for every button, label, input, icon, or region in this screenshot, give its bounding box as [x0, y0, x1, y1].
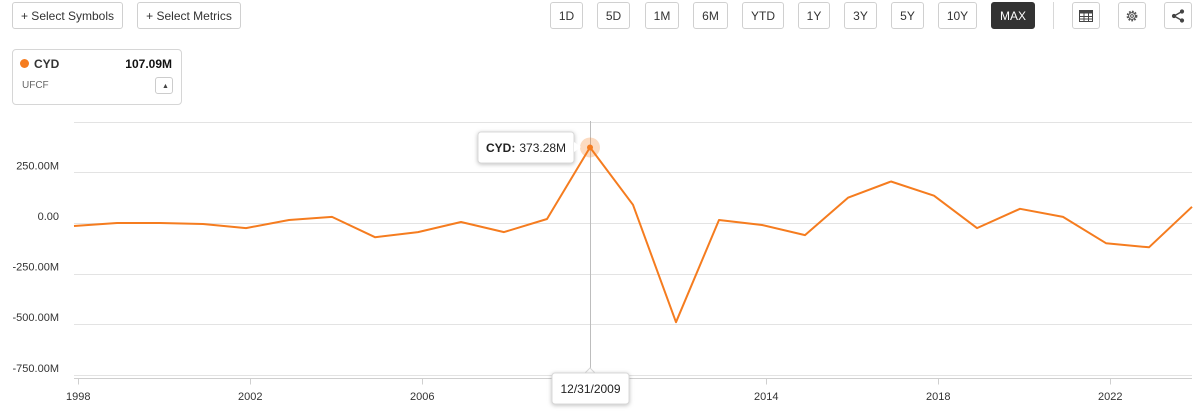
x-tick-label: 2022 [1098, 391, 1122, 403]
legend-card: CYD 107.09M UFCF ▲ [12, 49, 182, 105]
range-10y-button[interactable]: 10Y [938, 2, 977, 29]
y-axis: 250.00M 0.00 -250.00M -500.00M -750.00M [13, 160, 59, 374]
legend-collapse-button[interactable]: ▲ [155, 77, 173, 94]
range-ytd-button[interactable]: YTD [742, 2, 784, 29]
x-tick-label: 2006 [410, 391, 434, 403]
legend-metric: UFCF [22, 80, 49, 91]
range-1d-button[interactable]: 1D [550, 2, 583, 29]
table-icon [1079, 9, 1093, 22]
date-tooltip: 12/31/2009 [551, 367, 630, 405]
toolbar-divider [1053, 2, 1054, 29]
share-button[interactable] [1164, 2, 1192, 29]
range-5y-button[interactable]: 5Y [891, 2, 924, 29]
range-max-button[interactable]: MAX [991, 2, 1035, 29]
svg-text:CYD:373.28M: CYD: 373.28M [486, 141, 566, 155]
tooltip-label: CYD: [486, 141, 515, 155]
table-view-button[interactable] [1072, 2, 1100, 29]
range-3y-button[interactable]: 3Y [844, 2, 877, 29]
y-tick-label: -500.00M [13, 312, 59, 324]
gear-icon [1126, 10, 1138, 21]
x-tick-label: 2014 [754, 391, 778, 403]
legend-color-dot [20, 59, 29, 68]
y-tick-label: -250.00M [13, 262, 59, 274]
legend-symbol: CYD [34, 57, 60, 71]
x-axis: 1998 2002 2006 2014 2018 2022 [66, 378, 1192, 403]
caret-up-icon: ▲ [162, 83, 169, 90]
chart-grid [74, 122, 1192, 376]
legend-value: 107.09M [125, 57, 172, 71]
share-icon [1171, 8, 1185, 23]
date-tooltip-text: 12/31/2009 [560, 382, 620, 396]
range-6m-button[interactable]: 6M [693, 2, 728, 29]
y-tick-label: 0.00 [38, 211, 59, 223]
select-symbols-button[interactable]: + Select Symbols [12, 2, 123, 29]
x-tick-label: 2018 [926, 391, 950, 403]
tooltip: CYD: 373.28M [477, 131, 581, 164]
range-1y-button[interactable]: 1Y [798, 2, 830, 29]
series-points [73, 147, 1193, 323]
y-tick-label: -750.00M [13, 363, 59, 375]
highlight-point [587, 144, 593, 151]
series-line-cyd [73, 146, 1193, 324]
settings-button[interactable] [1118, 2, 1146, 29]
y-tick-label: 250.00M [16, 160, 59, 172]
range-1m-button[interactable]: 1M [645, 2, 679, 29]
range-5d-button[interactable]: 5D [597, 2, 630, 29]
x-tick-label: 1998 [66, 391, 90, 403]
select-metrics-button[interactable]: + Select Metrics [137, 2, 241, 29]
tooltip-value: 373.28M [519, 141, 566, 155]
x-tick-label: 2002 [238, 391, 262, 403]
